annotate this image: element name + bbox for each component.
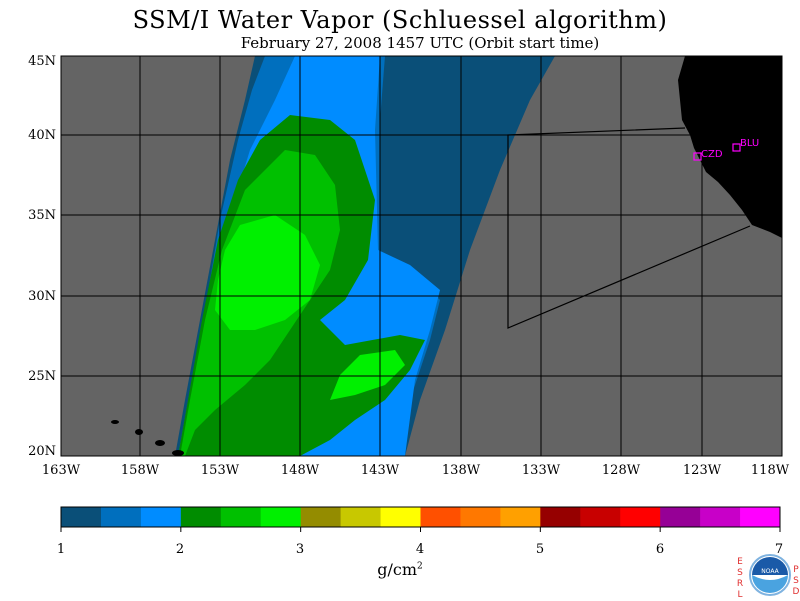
colorbar-segment [61, 507, 102, 527]
colorbar-segment [660, 507, 701, 527]
lon-label-163w: 163W [41, 463, 81, 478]
lon-label-118w: 118W [750, 463, 790, 478]
lat-label-35n: 35N [28, 208, 56, 223]
swath-green-light-2 [330, 350, 405, 400]
colorbar [60, 506, 781, 532]
island-1 [111, 420, 119, 424]
island-3 [155, 440, 165, 446]
colorbar-segment [500, 507, 541, 527]
noaa-logo-text: NOAA [761, 568, 779, 575]
map-subtitle: February 27, 2008 1457 UTC (Orbit start … [240, 34, 600, 52]
colorbar-tick-7: 7 [774, 542, 784, 557]
colorbar-tick-1: 1 [56, 542, 66, 557]
lon-label-153w: 153W [200, 463, 240, 478]
lat-label-25n: 25N [28, 369, 56, 384]
lon-label-133w: 133W [521, 463, 561, 478]
colorbar-segment [220, 507, 262, 527]
station-label-czd: CZD [701, 149, 723, 160]
lat-label-40n: 40N [28, 128, 56, 143]
colorbar-segment [700, 507, 741, 527]
map-title: SSM/I Water Vapor (Schluessel algorithm) [132, 6, 668, 34]
colorbar-segment [740, 507, 781, 527]
island-4 [172, 450, 184, 456]
colorbar-segment [620, 507, 661, 527]
colorbar-tick-3: 3 [295, 542, 305, 557]
colorbar-segment [420, 507, 461, 527]
colorbar-segment [540, 507, 581, 527]
colorbar-segment [460, 507, 501, 527]
station-marker-blu [732, 143, 741, 152]
colorbar-segment [300, 507, 342, 527]
noaa-logo: NOAA [749, 554, 791, 596]
lat-label-20n: 20N [28, 444, 56, 459]
colorbar-segment [140, 507, 182, 527]
lat-label-30n: 30N [28, 289, 56, 304]
lon-label-148w: 148W [280, 463, 320, 478]
swath-green-light [215, 215, 320, 330]
colorbar-segment [180, 507, 222, 527]
colorbar-segment [260, 507, 302, 527]
colorbar-tick-6: 6 [655, 542, 665, 557]
station-marker-czd [693, 152, 702, 161]
colorbar-segment [340, 507, 382, 527]
colorbar-tick-2: 2 [175, 542, 185, 557]
units-exponent: 2 [417, 561, 423, 572]
lon-label-128w: 128W [601, 463, 641, 478]
island-2 [135, 429, 143, 435]
colorbar-segment [100, 507, 142, 527]
colorbar-segment [580, 507, 621, 527]
colorbar-segment [380, 507, 421, 527]
lon-label-138w: 138W [441, 463, 481, 478]
colorbar-tick-4: 4 [415, 542, 425, 557]
lon-label-123w: 123W [682, 463, 722, 478]
station-label-blu: BLU [740, 138, 759, 149]
units-text: g/cm [377, 560, 418, 579]
lon-label-143w: 143W [360, 463, 400, 478]
colorbar-tick-5: 5 [535, 542, 545, 557]
map-border [60, 55, 783, 457]
analysis-region-outline [507, 127, 751, 329]
lon-label-158w: 158W [120, 463, 160, 478]
land-california [678, 56, 782, 238]
grid-lines [61, 56, 782, 456]
lat-label-45n: 45N [28, 54, 56, 69]
colorbar-units: g/cm2 [370, 560, 430, 579]
